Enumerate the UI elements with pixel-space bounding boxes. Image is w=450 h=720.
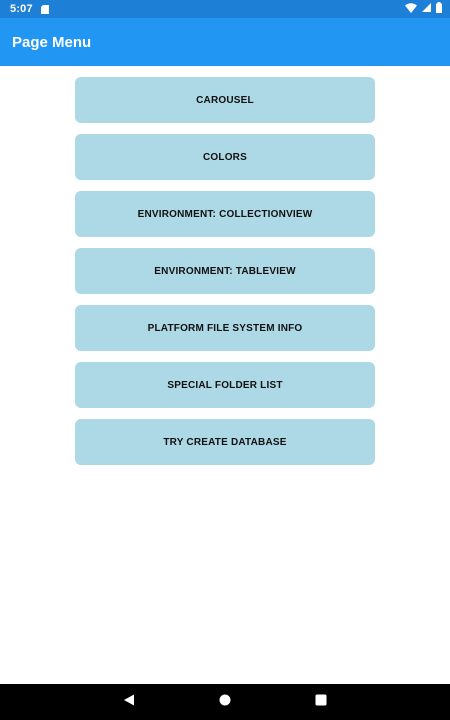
sd-card-icon <box>40 4 49 14</box>
menu-list: CAROUSEL COLORS ENVIRONMENT: COLLECTIONV… <box>75 77 375 476</box>
app-bar: Page Menu <box>0 18 450 66</box>
environment-collectionview-button[interactable]: ENVIRONMENT: COLLECTIONVIEW <box>75 191 375 237</box>
environment-tableview-button[interactable]: ENVIRONMENT: TABLEVIEW <box>75 248 375 294</box>
status-time: 5:07 <box>10 3 33 15</box>
carousel-button[interactable]: CAROUSEL <box>75 77 375 123</box>
wifi-icon <box>405 2 417 16</box>
status-right <box>405 2 442 16</box>
back-button[interactable] <box>81 684 177 720</box>
home-button[interactable] <box>177 684 273 720</box>
recents-button[interactable] <box>273 684 369 720</box>
platform-file-system-info-button[interactable]: PLATFORM FILE SYSTEM INFO <box>75 305 375 351</box>
status-bar: 5:07 <box>0 0 450 18</box>
status-left: 5:07 <box>10 3 49 15</box>
special-folder-list-button[interactable]: SPECIAL FOLDER LIST <box>75 362 375 408</box>
navigation-bar <box>0 684 450 720</box>
colors-button[interactable]: COLORS <box>75 134 375 180</box>
page-content: CAROUSEL COLORS ENVIRONMENT: COLLECTIONV… <box>0 66 450 684</box>
home-icon <box>219 693 231 711</box>
back-icon <box>123 693 135 711</box>
page-title: Page Menu <box>12 33 92 51</box>
recents-icon <box>315 693 327 711</box>
try-create-database-button[interactable]: TRY CREATE DATABASE <box>75 419 375 465</box>
battery-icon <box>436 2 442 16</box>
signal-icon <box>422 3 431 15</box>
